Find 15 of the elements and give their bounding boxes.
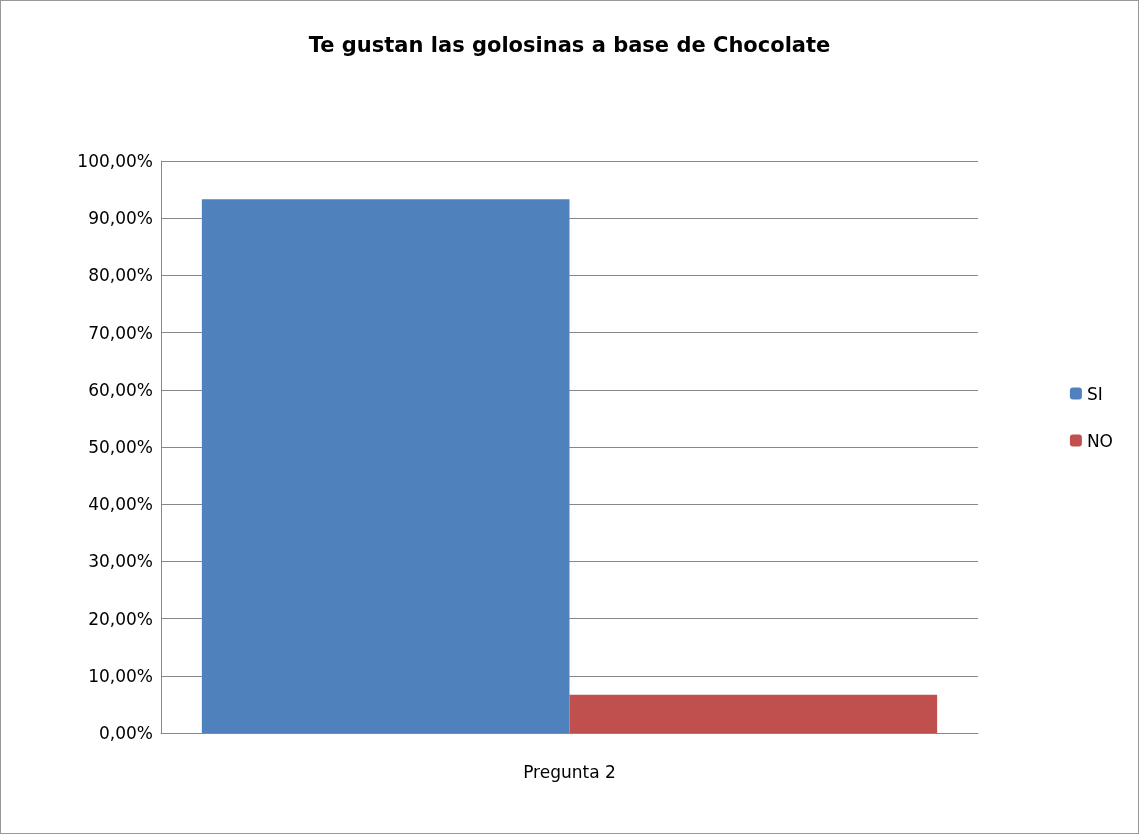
- y-tick-label: 80,00%: [88, 265, 153, 286]
- x-tick-label: Pregunta 2: [523, 761, 616, 782]
- y-tick-label: 10,00%: [88, 665, 153, 686]
- y-tick-label: 100,00%: [77, 151, 153, 171]
- y-tick-label: 20,00%: [88, 608, 153, 629]
- y-tick-label: 30,00%: [88, 551, 153, 572]
- y-tick-label: 70,00%: [88, 322, 153, 343]
- y-tick-label: 90,00%: [88, 208, 153, 229]
- legend-label: SI: [1086, 383, 1103, 404]
- legend-label: NO: [1086, 430, 1114, 451]
- y-tick-label: 0,00%: [98, 723, 153, 743]
- chart-title: Te gustan las golosinas a base de Chocolate: [308, 32, 831, 57]
- y-tick-label: 40,00%: [88, 494, 153, 515]
- y-tick-label: 50,00%: [88, 437, 153, 457]
- y-tick-label: 60,00%: [88, 379, 153, 400]
